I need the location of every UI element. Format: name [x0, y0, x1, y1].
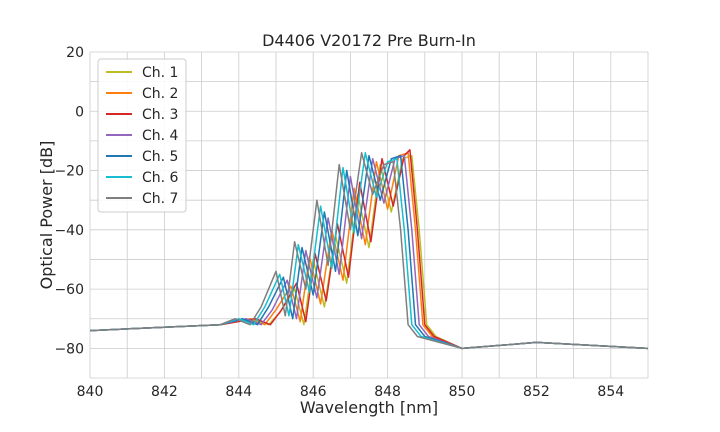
y-tick-label: −60	[54, 282, 84, 298]
legend: Ch. 1 Ch. 2 Ch. 3 Ch. 4 Ch. 5 Ch. 6 Ch. 7	[97, 58, 187, 213]
y-tick-label: −20	[54, 164, 84, 180]
y-tick-label: 0	[75, 104, 84, 120]
y-tick-label: −40	[54, 223, 84, 239]
x-axis-label: Wavelength [nm]	[300, 398, 438, 417]
series-group	[90, 149, 648, 350]
legend-label: Ch. 2	[142, 86, 178, 102]
legend-label: Ch. 5	[142, 149, 178, 165]
series-line-ch-6	[90, 152, 648, 350]
tick-labels: 840 842 844 846 848 850 852 854 −80 −60 −40 −20 0 20	[54, 45, 624, 400]
series-line-ch-5	[90, 154, 648, 350]
x-tick-label: 848	[374, 384, 401, 400]
y-tick-label: −80	[54, 341, 84, 357]
series-line-ch-2	[90, 152, 648, 350]
x-tick-label: 850	[449, 384, 476, 400]
legend-label: Ch. 3	[142, 107, 178, 123]
y-tick-label: 20	[66, 45, 84, 61]
x-tick-label: 852	[523, 384, 550, 400]
x-tick-label: 842	[151, 384, 178, 400]
legend-label: Ch. 6	[142, 170, 179, 186]
series-line-ch-3	[90, 149, 648, 350]
x-tick-label: 854	[597, 384, 624, 400]
chart-title: D4406 V20172 Pre Burn-In	[262, 31, 476, 50]
legend-label: Ch. 1	[142, 65, 178, 81]
x-tick-label: 844	[225, 384, 252, 400]
series-line-ch-4	[90, 154, 648, 350]
legend-label: Ch. 7	[142, 191, 178, 207]
x-tick-label: 840	[77, 384, 104, 400]
legend-label: Ch. 4	[142, 128, 179, 144]
legend-box	[97, 58, 187, 213]
series-line-ch-7	[90, 152, 648, 350]
y-axis-label: Optical Power [dB]	[37, 141, 56, 290]
x-tick-label: 846	[300, 384, 327, 400]
